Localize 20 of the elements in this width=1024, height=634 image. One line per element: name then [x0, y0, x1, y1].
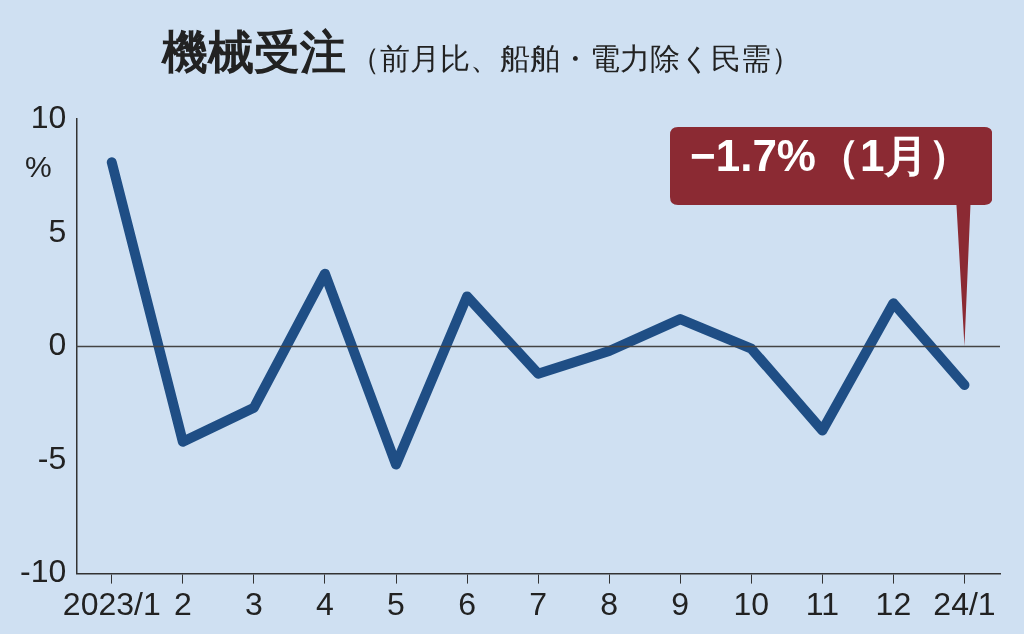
- annotation: −1.7%（1月）: [689, 130, 974, 183]
- y-tick-label: 0: [48, 326, 67, 363]
- x-tick-label: 5: [387, 585, 405, 622]
- x-tick-label: 9: [671, 585, 690, 622]
- y-tick-label: 5: [48, 212, 67, 249]
- chart-subtitle: （前月比、船舶・電力除く民需）: [350, 40, 801, 78]
- x-tick-label: 6: [458, 585, 476, 622]
- x-tick-label: 7: [529, 585, 548, 622]
- y-axis-title: %: [24, 150, 52, 184]
- x-tick-label: 11: [805, 585, 839, 622]
- x-tick-label: 12: [875, 585, 912, 622]
- x-tick-label: 8: [600, 585, 619, 622]
- x-tick-label: 3: [245, 585, 263, 622]
- x-tick-label: 2: [173, 585, 192, 622]
- x-tick-label: 10: [733, 585, 770, 622]
- chart-title: 機械受注: [162, 24, 346, 81]
- y-tick-label: -5: [37, 439, 67, 476]
- y-tick-label: 10: [30, 99, 67, 136]
- x-tick-label: 4: [316, 585, 334, 622]
- x-tick-label: 24/1: [933, 585, 996, 622]
